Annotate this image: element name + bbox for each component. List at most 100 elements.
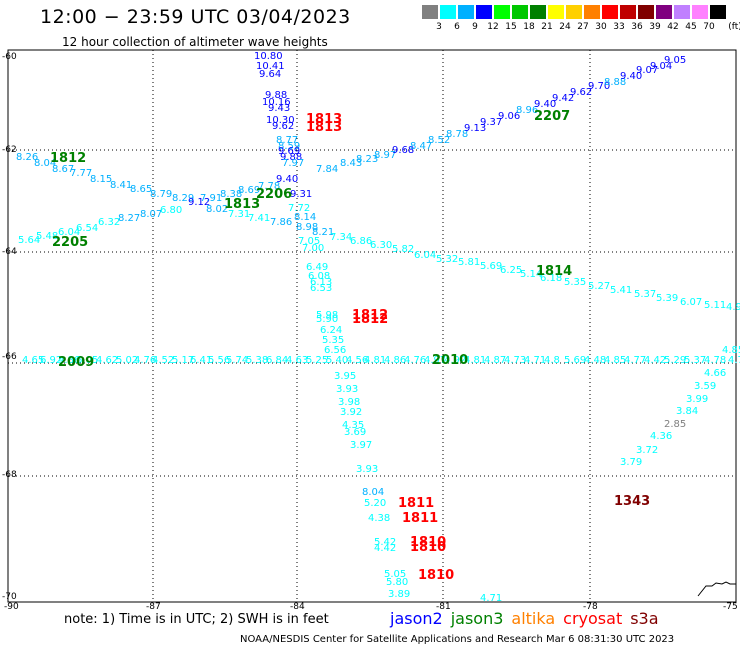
wave-height-value: 4.76 [728, 355, 740, 366]
wave-height-value: 8.97 [374, 150, 397, 161]
track-time-label: 1813 [306, 112, 343, 127]
wave-height-value: 9.40 [534, 99, 557, 110]
wave-height-value: 3.84 [676, 406, 699, 417]
legend-label: 21 [541, 22, 553, 32]
legend-swatch [512, 5, 528, 19]
wave-height-value: 9.42 [552, 93, 575, 104]
wave-height-value: 4.71 [480, 593, 503, 604]
legend-label: 42 [667, 22, 679, 32]
wave-height-value: 9.62 [570, 87, 593, 98]
lon-label: -81 [436, 602, 451, 612]
legend-swatch [530, 5, 546, 19]
wave-height-value: 3.98 [338, 397, 361, 408]
wave-height-value: 4.92 [444, 355, 467, 366]
wave-height-value: 4.56 [346, 355, 369, 366]
wave-height-value: 4.87 [484, 355, 507, 366]
lon-label: -78 [583, 602, 598, 612]
map-border [7, 49, 737, 603]
track-time-label: 2205 [52, 235, 89, 250]
track-time-label: 1810 [418, 568, 455, 583]
wave-height-value: 8.98 [296, 222, 319, 233]
legend-label: 27 [577, 22, 589, 32]
wave-height-value: 3.93 [336, 384, 359, 395]
wave-height-value: 9.68 [392, 145, 415, 156]
wave-height-value: 5.40 [326, 355, 349, 366]
wave-height-value: 4.71 [524, 355, 547, 366]
wave-height-value: 5.64 [18, 235, 41, 246]
wave-height-value: 4.81 [364, 355, 387, 366]
track-time-label: 1811 [402, 511, 439, 526]
wave-height-value: 9.37 [480, 117, 503, 128]
wave-height-value: 5.69 [564, 355, 587, 366]
wave-height-value: 5.29 [664, 355, 687, 366]
wave-height-value: 4.36 [650, 431, 673, 442]
satellite-jason2: jason2 [390, 609, 443, 628]
wave-height-value: 7.77 [70, 168, 93, 179]
track-time-label: 2009 [58, 355, 95, 370]
wave-height-value: 4.42 [644, 355, 667, 366]
wave-height-value: 4.97 [424, 355, 447, 366]
wave-height-value: 4.48 [584, 355, 607, 366]
legend-swatch [422, 5, 438, 19]
wave-height-value: 6.30 [370, 240, 393, 251]
wave-height-value: 7.78 [258, 181, 281, 192]
wave-height-value: 5.35 [322, 335, 345, 346]
legend-swatch [692, 5, 708, 19]
wave-height-value: 9.06 [498, 111, 521, 122]
wave-height-value: 4.35 [342, 420, 365, 431]
wave-height-value: 8.29 [172, 193, 195, 204]
wave-height-value: 5.35 [564, 277, 587, 288]
wave-height-value: 9.88 [265, 90, 288, 101]
wave-height-value: 5.38 [246, 355, 269, 366]
track-time-label: 1813 [306, 120, 343, 135]
wave-height-value: 7.34 [330, 232, 353, 243]
legend-swatch [494, 5, 510, 19]
track-time-label: 2207 [534, 109, 571, 124]
wave-height-value: 5.14 [520, 269, 543, 280]
wave-height-value: 8.88 [604, 77, 627, 88]
wave-height-value: 8.21 [312, 227, 335, 238]
legend-label: 36 [631, 22, 643, 32]
legend-label: 9 [472, 22, 478, 32]
antarctic-coastline [697, 581, 736, 597]
legend-swatch [548, 5, 564, 19]
wave-height-value: 4.9 [726, 302, 740, 313]
wave-height-value: 10.41 [256, 61, 285, 72]
wave-height-value: 9.40 [620, 71, 643, 82]
wave-height-value: 6.25 [500, 265, 523, 276]
wave-height-value: 7.41 [248, 213, 271, 224]
wave-height-value: 10.80 [254, 51, 283, 62]
wave-height-value: 5.80 [386, 577, 409, 588]
wave-height-value: 8.69 [238, 185, 261, 196]
wave-height-value: 8.02 [206, 204, 229, 215]
wave-height-value: 3.69 [344, 427, 367, 438]
wave-height-value: 7.00 [302, 243, 325, 254]
wave-height-value: 2.85 [664, 419, 687, 430]
wave-height-value: 8.23 [356, 154, 379, 165]
wave-height-value: 5.98 [316, 310, 339, 321]
wave-height-value: 4.86 [384, 355, 407, 366]
wave-height-value: 8.38 [220, 189, 243, 200]
wave-height-value: 3.79 [620, 457, 643, 468]
credit-line: NOAA/NESDIS Center for Satellite Applica… [240, 634, 675, 645]
wave-height-value: 8.26 [16, 152, 39, 163]
legend-swatch [620, 5, 636, 19]
wave-height-value: 5.48 [36, 231, 59, 242]
wave-height-value: 5.20 [364, 498, 387, 509]
satellite-cryosat: cryosat [563, 609, 623, 628]
wave-height-value: 7.72 [288, 203, 311, 214]
wave-height-value: 3.99 [686, 394, 709, 405]
legend-swatch [638, 5, 654, 19]
wave-height-value: 8.47 [410, 141, 433, 152]
wave-height-value: 9.40 [276, 174, 299, 185]
track-time-label: 1810 [410, 535, 447, 550]
wave-height-value: 6.53 [310, 283, 333, 294]
wave-height-value: 7.31 [228, 209, 251, 220]
lat-label: -68 [2, 470, 17, 480]
legend-label: 18 [523, 22, 535, 32]
wave-height-value: 9.70 [588, 81, 611, 92]
wave-height-value: 8.04 [362, 487, 385, 498]
wave-height-value: 6.18 [540, 273, 563, 284]
wave-height-value: 3.89 [388, 589, 411, 600]
